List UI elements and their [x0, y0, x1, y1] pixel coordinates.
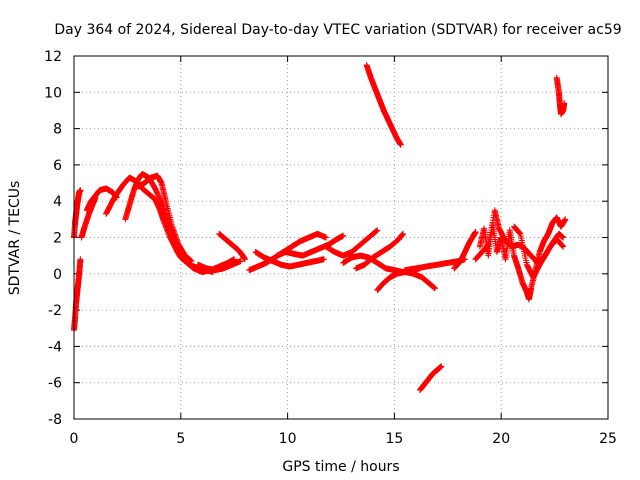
data-point [77, 187, 84, 194]
y-tick-label: -6 [48, 376, 62, 392]
y-tick-label: 12 [44, 49, 62, 65]
grid-lines [74, 56, 608, 419]
x-tick-label: 10 [279, 431, 297, 447]
series-arc-24 [511, 223, 567, 281]
data-point [438, 363, 445, 370]
data-point [399, 230, 406, 237]
y-tick-label: 4 [53, 194, 62, 210]
data-point [374, 227, 381, 234]
x-tick-label: 25 [599, 431, 617, 447]
series-arc-19 [363, 62, 404, 148]
data-point [188, 258, 195, 265]
y-axis-title: SDTVAR / TECUs [7, 181, 23, 296]
data-point [373, 227, 380, 234]
y-tick-label: 0 [53, 267, 62, 283]
plot-frame [73, 55, 609, 420]
data-point [320, 256, 327, 263]
series-arc-18 [451, 229, 479, 272]
data-point [241, 256, 248, 263]
data-point [77, 256, 84, 263]
y-tick-label: 10 [44, 85, 62, 101]
x-tick-labels: 0 5 10 15 20 25 [70, 431, 617, 447]
y-tick-label: -4 [48, 339, 62, 355]
series-arc-15 [352, 230, 406, 272]
data-series [71, 62, 569, 393]
y-tick-label: -8 [48, 412, 62, 428]
y-tick-label: 6 [53, 158, 62, 174]
data-point [373, 228, 380, 235]
y-tick-label: -2 [48, 303, 62, 319]
series-arc-7 [135, 172, 195, 265]
series-arc-8 [216, 230, 248, 263]
series-arc-21 [553, 74, 568, 118]
y-tick-label: 8 [53, 122, 62, 138]
series-arc-20 [417, 363, 445, 393]
series-arc-9 [194, 258, 244, 274]
series-arc-22 [476, 214, 569, 303]
data-point [560, 234, 567, 241]
y-tick-labels: -8 -6 -4 -2 0 2 4 6 8 10 12 [44, 49, 62, 428]
x-tick-label: 0 [70, 431, 79, 447]
data-point [562, 216, 569, 223]
series-arc-13 [323, 227, 381, 259]
data-point [323, 234, 330, 241]
data-point [237, 258, 244, 265]
series-arc-11 [252, 249, 327, 270]
data-point [431, 285, 438, 292]
data-point [560, 243, 567, 250]
x-tick-label: 15 [385, 431, 403, 447]
series-arc-1 [71, 256, 84, 334]
series-arc-5 [103, 174, 216, 275]
data-point [340, 232, 347, 239]
data-point [561, 100, 568, 107]
x-tick-label: 20 [492, 431, 510, 447]
y-tick-label: 2 [53, 231, 62, 247]
data-point [397, 141, 404, 148]
chart-title: Day 364 of 2024, Sidereal Day-to-day VTE… [54, 22, 621, 38]
data-point [472, 229, 479, 236]
x-axis-title: GPS time / hours [282, 459, 399, 475]
x-tick-label: 5 [176, 431, 185, 447]
